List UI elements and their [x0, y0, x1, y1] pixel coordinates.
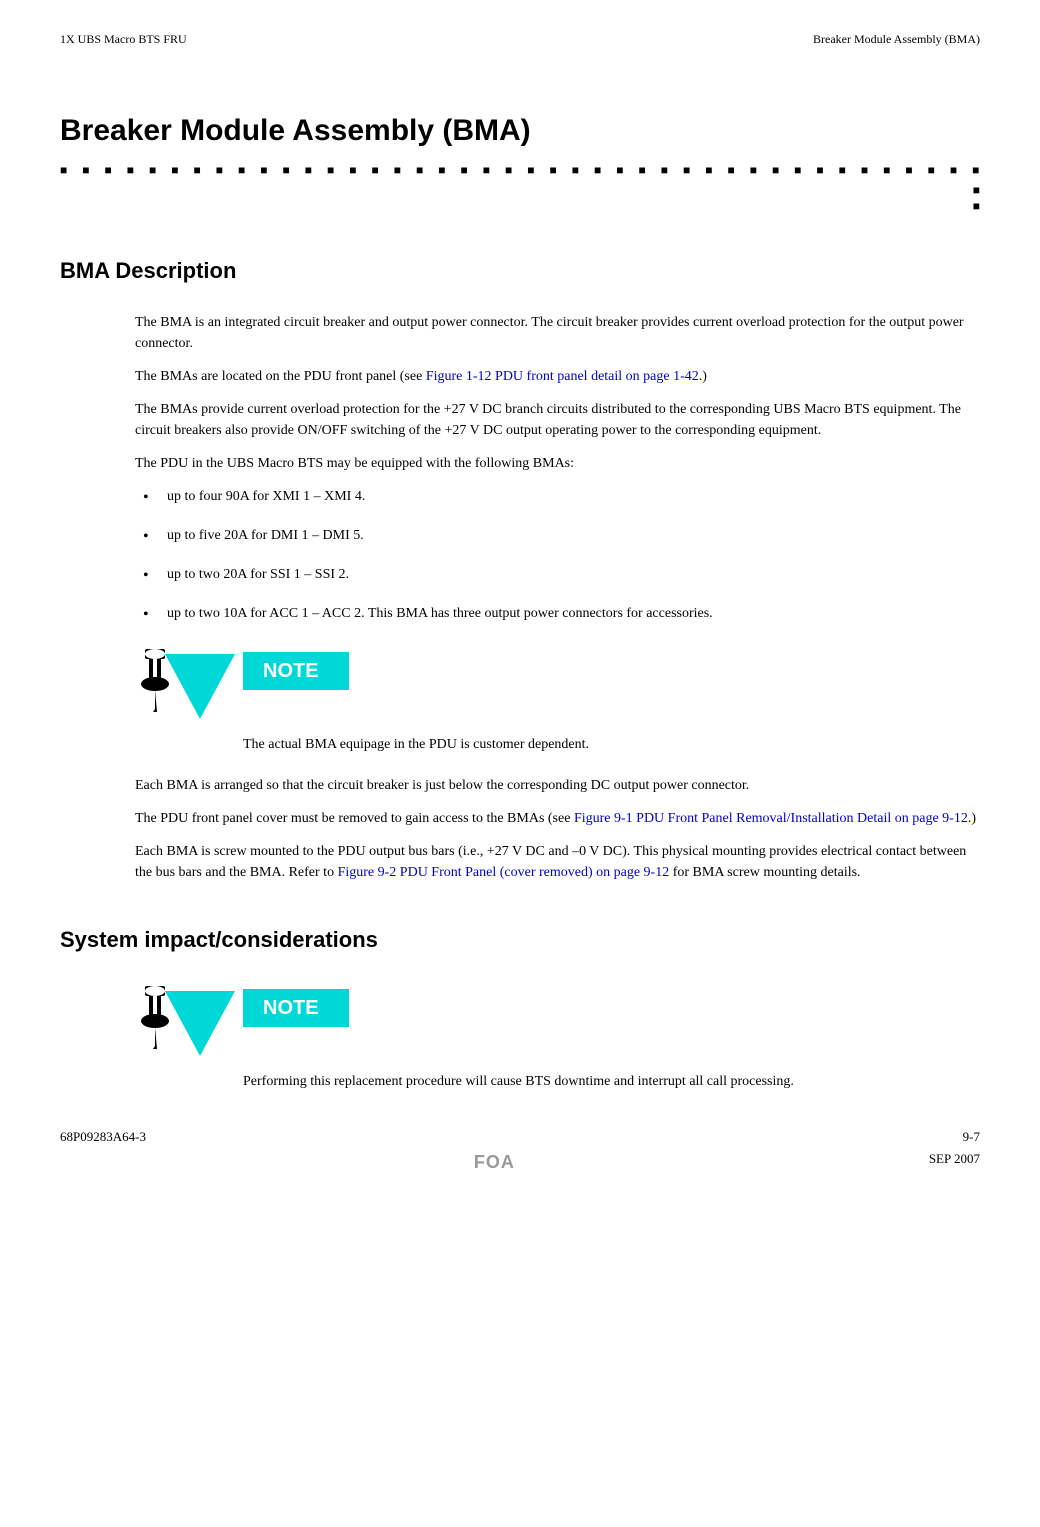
text: .) [699, 369, 707, 384]
section2-content: NOTE Performing this replacement procedu… [60, 981, 980, 1092]
figure-link[interactable]: Figure 1-12 PDU front panel detail on pa… [426, 369, 699, 384]
text: The PDU front panel cover must be remove… [135, 811, 574, 826]
note-block: NOTE [135, 981, 980, 1061]
note-text: The actual BMA equipage in the PDU is cu… [243, 734, 980, 755]
footer-doc-number: 68P09283A64-3 [60, 1127, 146, 1147]
paragraph: Each BMA is screw mounted to the PDU out… [135, 841, 980, 883]
note-label: NOTE [243, 989, 349, 1027]
bullet-list: up to four 90A for XMI 1 – XMI 4. up to … [135, 486, 980, 624]
footer-date: SEP 2007 [929, 1149, 980, 1176]
footer-foa: FOA [474, 1149, 515, 1176]
note-label: NOTE [243, 652, 349, 690]
section-title-system-impact: System impact/considerations [60, 923, 980, 956]
figure-link[interactable]: Figure 9-2 PDU Front Panel (cover remove… [338, 865, 670, 880]
paragraph: The BMAs provide current overload protec… [135, 399, 980, 441]
paragraph: The PDU front panel cover must be remove… [135, 808, 980, 829]
text: The BMAs are located on the PDU front pa… [135, 369, 426, 384]
paragraph: The PDU in the UBS Macro BTS may be equi… [135, 453, 980, 474]
list-item: up to five 20A for DMI 1 – DMI 5. [135, 525, 980, 546]
header-left: 1X UBS Macro BTS FRU [60, 30, 187, 48]
note-text: Performing this replacement procedure wi… [243, 1071, 980, 1092]
pushpin-icon [135, 981, 235, 1061]
decorative-dots-trail: ■■ [60, 183, 980, 214]
header-right: Breaker Module Assembly (BMA) [813, 30, 980, 48]
main-title: Breaker Module Assembly (BMA) [60, 108, 980, 153]
list-item: up to two 20A for SSI 1 – SSI 2. [135, 564, 980, 585]
section-title-bma-description: BMA Description [60, 254, 980, 287]
paragraph: The BMAs are located on the PDU front pa… [135, 366, 980, 387]
page-footer: 68P09283A64-3 9-7 [60, 1127, 980, 1147]
list-item: up to four 90A for XMI 1 – XMI 4. [135, 486, 980, 507]
note-block: NOTE [135, 644, 980, 724]
figure-link[interactable]: Figure 9-1 PDU Front Panel Removal/Insta… [574, 811, 968, 826]
list-item: up to two 10A for ACC 1 – ACC 2. This BM… [135, 603, 980, 624]
text: .) [968, 811, 976, 826]
section1-content: The BMA is an integrated circuit breaker… [60, 312, 980, 883]
pushpin-icon [135, 644, 235, 724]
footer-page-number: 9-7 [963, 1127, 980, 1147]
paragraph: The BMA is an integrated circuit breaker… [135, 312, 980, 354]
text: for BMA screw mounting details. [669, 865, 860, 880]
decorative-dots: ■ ■ ■ ■ ■ ■ ■ ■ ■ ■ ■ ■ ■ ■ ■ ■ ■ ■ ■ ■ … [60, 161, 980, 179]
paragraph: Each BMA is arranged so that the circuit… [135, 775, 980, 796]
page-footer-2: FOA SEP 2007 [60, 1149, 980, 1176]
page-header: 1X UBS Macro BTS FRU Breaker Module Asse… [60, 30, 980, 48]
